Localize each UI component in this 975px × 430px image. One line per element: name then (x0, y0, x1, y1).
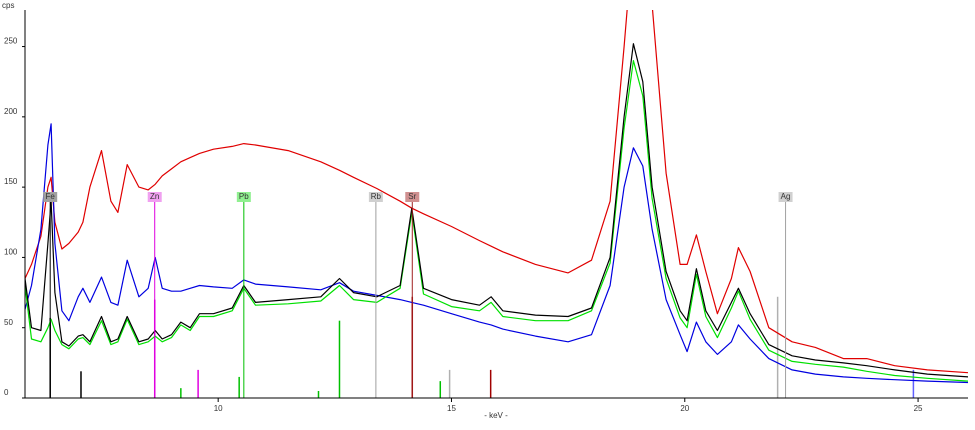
x-tick-label: 25 (914, 404, 923, 413)
element-label-box (778, 192, 793, 202)
y-tick-label: 50 (4, 318, 13, 327)
element-label: Rb (371, 192, 382, 201)
plot-area (25, 10, 968, 398)
element-label: Pb (239, 192, 249, 201)
x-tick-label: 10 (214, 404, 223, 413)
element-label: Sr (408, 192, 416, 201)
spectrum-line (25, 123, 968, 384)
x-tick-label: 15 (447, 404, 456, 413)
element-label-box (236, 192, 251, 202)
y-tick-label: 200 (4, 107, 18, 116)
y-axis-label: cps (2, 1, 14, 10)
x-axis-label: - keV - (484, 411, 508, 420)
y-tick-label: 100 (4, 248, 18, 257)
element-label-box (147, 192, 162, 202)
element-label: Ag (781, 192, 791, 201)
element-label-box (405, 192, 420, 202)
y-tick-label: 150 (4, 177, 18, 186)
element-label: Zn (150, 192, 159, 201)
element-label-box (43, 192, 58, 202)
element-label: Fe (46, 192, 56, 201)
y-tick-label: 0 (4, 388, 9, 397)
y-tick-label: 250 (4, 37, 18, 46)
spectrum-line (25, 10, 968, 374)
element-label-box (368, 192, 383, 202)
spectrum-line (25, 43, 968, 378)
x-tick-label: 20 (680, 404, 689, 413)
spectrum-line (25, 59, 968, 382)
